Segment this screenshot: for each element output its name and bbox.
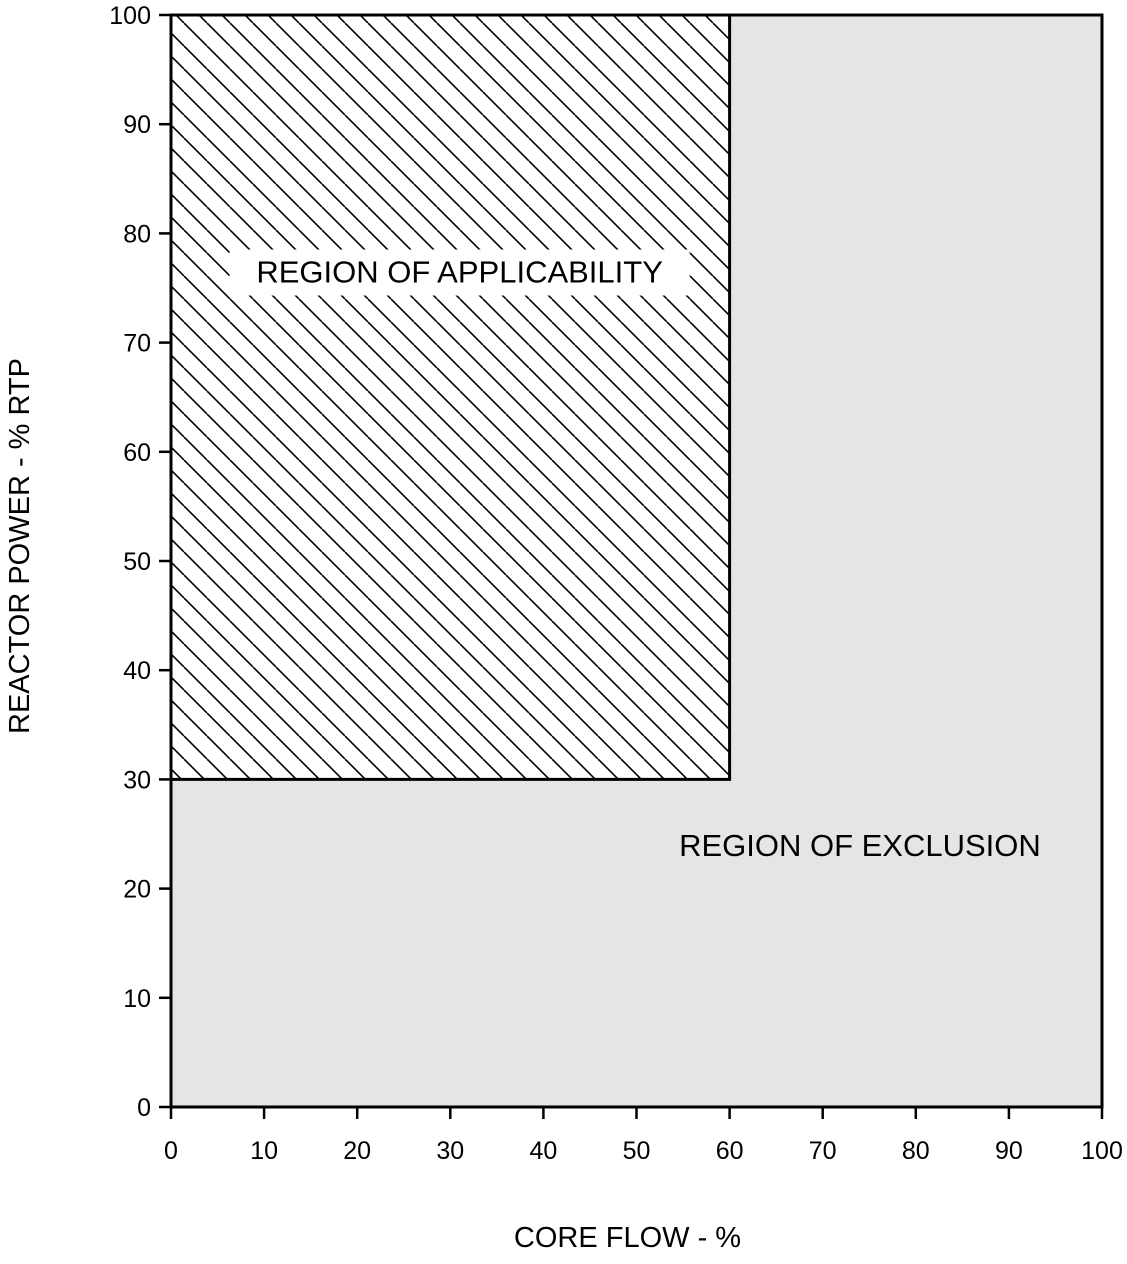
region-of-exclusion-area bbox=[171, 15, 1102, 1107]
y-tick-label: 60 bbox=[123, 439, 151, 467]
x-tick-label: 40 bbox=[529, 1137, 557, 1165]
x-tick-label: 70 bbox=[809, 1137, 837, 1165]
y-tick-label: 70 bbox=[123, 330, 151, 358]
region-of-applicability-area bbox=[169, 13, 732, 781]
x-tick-label: 0 bbox=[164, 1137, 178, 1165]
y-tick-label: 80 bbox=[123, 220, 151, 248]
x-tick-label: 10 bbox=[250, 1137, 278, 1165]
x-tick-label: 50 bbox=[623, 1137, 651, 1165]
y-tick-label: 20 bbox=[123, 876, 151, 904]
region-of-exclusion-label: REGION OF EXCLUSION bbox=[679, 828, 1041, 863]
y-axis-label: REACTOR POWER - % RTP bbox=[4, 358, 36, 734]
y-tick-label: 0 bbox=[137, 1094, 151, 1122]
x-tick-label: 30 bbox=[436, 1137, 464, 1165]
axes-layer: 0 10 20 30 40 50 60 70 80 90 100 0 10 20 30 40 50 60 70 80 9… bbox=[109, 2, 1123, 1165]
regions-layer bbox=[169, 13, 1102, 1107]
x-tick-label: 20 bbox=[343, 1137, 371, 1165]
region-of-applicability-label: REGION OF APPLICABILITY bbox=[256, 255, 663, 290]
y-tick-label: 50 bbox=[123, 548, 151, 576]
x-tick-label: 100 bbox=[1081, 1137, 1123, 1165]
x-axis-label: CORE FLOW - % bbox=[514, 1222, 741, 1254]
x-tick-label: 60 bbox=[716, 1137, 744, 1165]
x-tick-label: 80 bbox=[902, 1137, 930, 1165]
labels-layer: CORE FLOW - % REACTOR POWER - % RTP REGI… bbox=[4, 249, 1041, 1254]
region-of-applicability-label-background bbox=[229, 249, 690, 296]
y-tick-label: 40 bbox=[123, 657, 151, 685]
y-tick-label: 100 bbox=[109, 2, 151, 30]
y-tick-label: 10 bbox=[123, 985, 151, 1013]
y-tick-label: 90 bbox=[123, 111, 151, 139]
x-tick-label: 90 bbox=[995, 1137, 1023, 1165]
y-tick-label: 30 bbox=[123, 766, 151, 794]
